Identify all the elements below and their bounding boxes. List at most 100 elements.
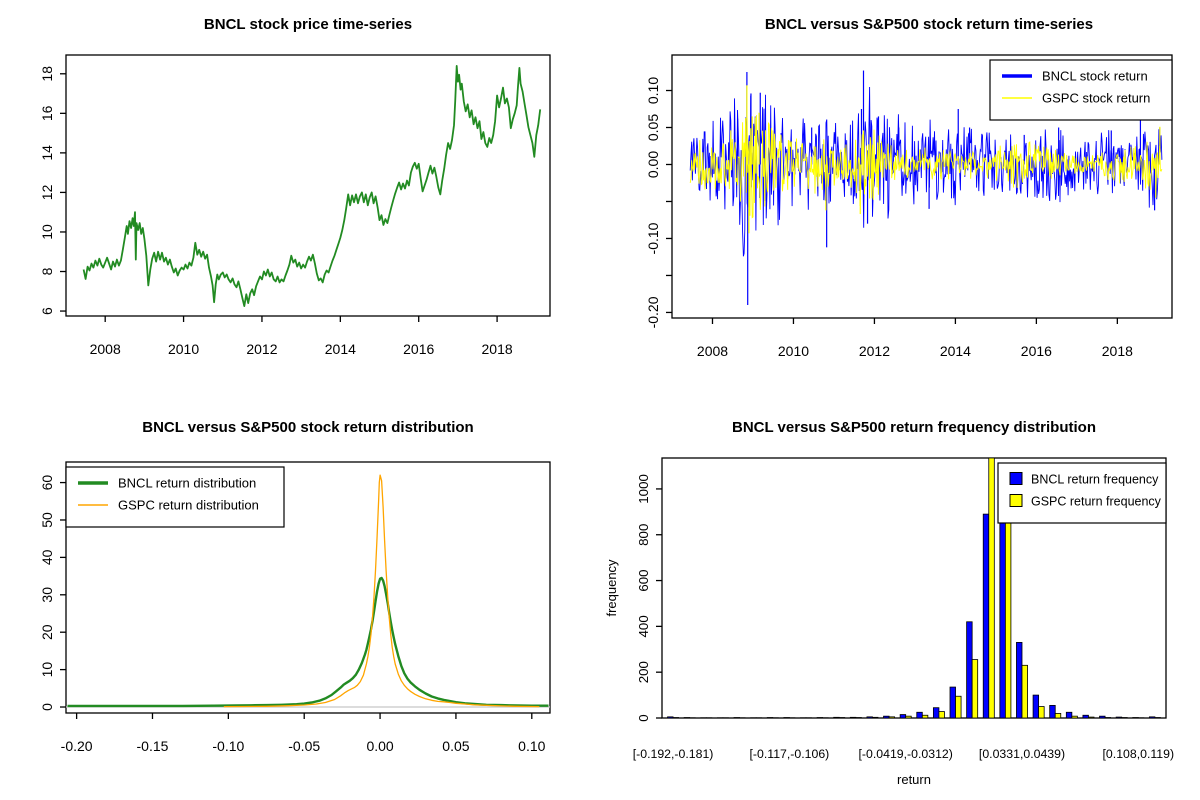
series-gspc-stock-return (689, 115, 1163, 219)
legend-swatch-box (1009, 472, 1023, 485)
legend-item-label: BNCL stock return (1042, 69, 1148, 84)
legend-item-label: GSPC return frequency (1031, 495, 1162, 509)
bin-interval-label: [-0.0419,-0.0312) (859, 747, 953, 761)
bar-gspc-return-frequency (971, 659, 979, 719)
legend-box (65, 466, 285, 528)
legend-swatch-box (1009, 494, 1023, 507)
bar-gspc-return-frequency (1054, 713, 1062, 719)
price-chart: BNCL stock price time-series 2008 2010 201… (39, 16, 551, 357)
panel-density: BNCL versus S&P500 stock return distribu… (0, 400, 600, 800)
y-tick-label: 14 (39, 145, 55, 161)
bar-bncl-return-frequency (966, 621, 973, 719)
bin-interval-label: [0.108,0.119) (1103, 747, 1175, 761)
panel-histogram: BNCL versus S&P500 return frequency dist… (600, 400, 1200, 800)
legend: BNCL return distribution GSPC return dist… (65, 466, 285, 528)
x-axis-label: return (897, 772, 931, 787)
y-tick-label: 0.10 (645, 77, 661, 104)
bar-gspc-return-frequency (1088, 716, 1095, 719)
y-tick-label: 6 (39, 307, 55, 315)
x-tick-label: 2018 (482, 341, 513, 357)
x-tick-label: 2012 (859, 343, 890, 359)
x-tick-label: -0.15 (137, 738, 169, 754)
bar-gspc-return-frequency (888, 716, 896, 719)
y-tick-label: 40 (39, 549, 55, 565)
y-tick-label: 0.05 (645, 114, 661, 141)
x-tick-label: 2012 (246, 341, 277, 357)
y-tick-label: 20 (39, 624, 55, 640)
bar-bncl-return-frequency (1115, 716, 1123, 719)
y-tick-label: 10 (39, 662, 55, 678)
legend-box (997, 462, 1167, 524)
x-tick-label: 2018 (1102, 343, 1133, 359)
bar-bncl-return-frequency (849, 716, 857, 719)
bar-bncl-return-frequency (1148, 716, 1156, 719)
bar-gspc-return-frequency (905, 715, 912, 719)
bin-interval-label: [-0.117,-0.106) (750, 747, 830, 761)
x-tick-label: 2008 (90, 341, 121, 357)
x-tick-label: 2010 (778, 343, 809, 359)
y-tick-label: 8 (39, 267, 55, 275)
bar-gspc-return-frequency (872, 716, 879, 719)
chart-title: BNCL versus S&P500 return frequency dist… (732, 419, 1096, 436)
bar-bncl-return-frequency (883, 715, 890, 719)
legend: BNCL stock return GSPC stock return (989, 59, 1173, 121)
density-chart: BNCL versus S&P500 stock return distribu… (39, 419, 551, 754)
bar-bncl-return-frequency (949, 686, 956, 719)
y-tick-label: 0 (39, 703, 55, 711)
bar-bncl-return-frequency (667, 716, 674, 719)
bar-gspc-return-frequency (938, 711, 945, 719)
bar-gspc-return-frequency (988, 457, 995, 719)
x-tick-label: 2016 (1021, 343, 1052, 359)
x-tick-label: 2014 (940, 343, 971, 359)
bar-bncl-return-frequency (916, 711, 923, 719)
bar-bncl-return-frequency (1082, 714, 1089, 719)
panel-returns: BNCL versus S&P500 stock return time-ser… (600, 0, 1200, 400)
legend-item-label: GSPC return distribution (118, 498, 259, 513)
y-tick-label: 0 (636, 714, 651, 721)
bar-gspc-return-frequency (1021, 664, 1028, 719)
y-tick-label: -0.10 (645, 222, 661, 254)
y-tick-label: 50 (39, 512, 55, 528)
x-tick-label: 2010 (168, 341, 199, 357)
x-tick-label: -0.20 (61, 738, 93, 754)
plot-box (671, 54, 1173, 319)
bar-gspc-return-frequency (955, 695, 962, 719)
series-bncl-return-distribution (67, 576, 549, 708)
series-bncl-price (82, 65, 542, 307)
chart-title: BNCL versus S&P500 stock return distribu… (142, 419, 473, 436)
y-tick-label: 18 (39, 66, 55, 82)
bar-bncl-return-frequency (982, 513, 990, 719)
legend-item-label: BNCL return distribution (118, 476, 256, 491)
bar-bncl-return-frequency (833, 716, 840, 719)
x-tick-label: 2008 (697, 343, 728, 359)
legend-item-label: BNCL return frequency (1031, 473, 1159, 487)
series-gspc-return-distribution (223, 474, 540, 708)
bar-bncl-return-frequency (1099, 715, 1106, 719)
x-tick-label: 0.00 (366, 738, 393, 754)
y-tick-label: 400 (636, 615, 651, 637)
y-tick-label: 200 (636, 661, 651, 683)
bar-bncl-return-frequency (1032, 694, 1040, 719)
y-tick-label: -0.20 (645, 296, 661, 328)
bar-bncl-return-frequency (866, 716, 873, 719)
bar-bncl-return-frequency (999, 519, 1006, 719)
series-bncl-stock-return (689, 86, 1163, 257)
y-tick-label: 10 (39, 224, 55, 240)
x-tick-label: 0.05 (442, 738, 469, 754)
y-tick-label: 600 (636, 569, 651, 591)
bar-gspc-return-frequency (1071, 715, 1078, 719)
bin-interval-label: [-0.192,-0.181) (633, 747, 714, 761)
y-tick-label: 60 (39, 475, 55, 491)
plot-box (65, 461, 551, 714)
bar-gspc-return-frequency (921, 714, 929, 719)
bar-gspc-return-frequency (1038, 706, 1045, 719)
x-tick-label: 2014 (325, 341, 356, 357)
plot-box (65, 54, 551, 317)
plot-box (661, 457, 1167, 719)
y-tick-label: 1000 (636, 474, 651, 504)
bar-bncl-return-frequency (899, 714, 907, 719)
page-title: BNCL stock price time-series (204, 16, 412, 33)
bar-bncl-return-frequency (932, 707, 940, 719)
y-tick-label: 30 (39, 587, 55, 603)
